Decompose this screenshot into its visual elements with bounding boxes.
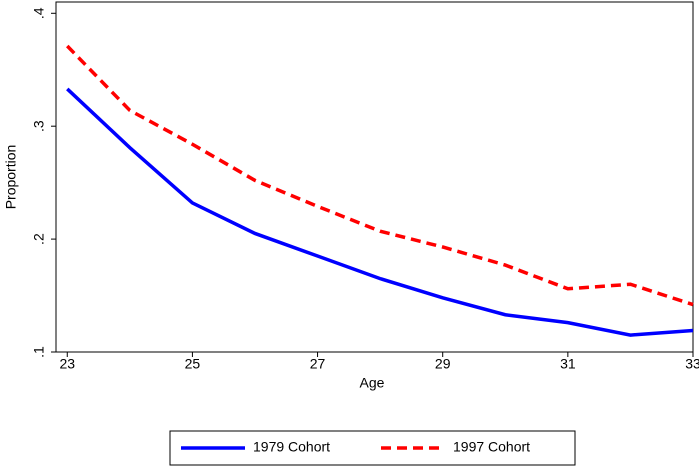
line-series bbox=[66, 87, 694, 337]
x-tick-label: 23 bbox=[59, 356, 75, 372]
plot-frame bbox=[55, 1, 694, 353]
y-axis-label: Proportion bbox=[3, 145, 19, 210]
x-tick-label: 33 bbox=[685, 356, 699, 372]
x-axis-label: Age bbox=[360, 375, 385, 391]
x-tick-label: 29 bbox=[435, 356, 451, 372]
legend-label: 1979 Cohort bbox=[253, 439, 330, 455]
y-tick-label: .4 bbox=[31, 7, 47, 19]
y-tick-label: .3 bbox=[31, 120, 47, 132]
y-tick-label: .1 bbox=[31, 346, 47, 358]
x-tick-label: 31 bbox=[560, 356, 576, 372]
y-tick-label: .2 bbox=[31, 233, 47, 245]
line-series bbox=[66, 44, 694, 307]
x-tick-label: 25 bbox=[185, 356, 201, 372]
x-tick-label: 27 bbox=[310, 356, 326, 372]
legend-label: 1997 Cohort bbox=[453, 439, 530, 455]
